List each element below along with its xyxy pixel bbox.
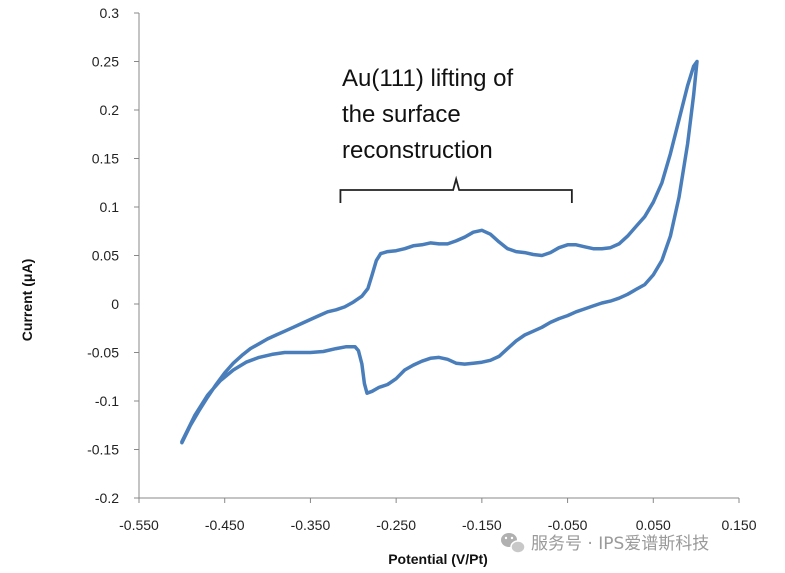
annotation-bracket: [339, 175, 573, 203]
x-tick-label: -0.350: [291, 517, 331, 533]
y-tick-label: -0.15: [87, 442, 119, 458]
cv-curve-line: [180, 59, 699, 445]
y-tick-label: 0.3: [100, 5, 120, 21]
annotation-line-1: Au(111) lifting of: [342, 65, 514, 92]
y-tick-label: -0.05: [87, 345, 119, 361]
watermark-text: 服务号 · IPS爱谱斯科技: [531, 534, 709, 554]
annotation-line-2: the surface: [342, 101, 461, 128]
y-ticks: 0.3 0.25 0.2 0.15 0.1 0.05 0 -0.05 -0.1 -0.15 -0.2: [87, 5, 139, 506]
x-axis-title: Potential (V/Pt): [388, 551, 488, 567]
x-tick-label: 0.050: [636, 517, 671, 533]
annotation: Au(111) lifting of the surface reconstru…: [339, 65, 573, 203]
y-tick-label: 0.05: [92, 248, 119, 264]
wechat-icon: [501, 533, 526, 554]
watermark: 服务号 · IPS爱谱斯科技: [501, 533, 709, 554]
annotation-line-3: reconstruction: [342, 137, 493, 164]
y-axis-title: Current (μA): [19, 259, 35, 341]
y-tick-label: 0.2: [100, 102, 120, 118]
y-tick-label: -0.1: [95, 393, 119, 409]
axes: 0.30.250.20.150.10.050-0.05-0.1-0.15-0.2…: [87, 5, 757, 533]
x-tick-label: -0.450: [205, 517, 245, 533]
x-tick-label: -0.250: [376, 517, 416, 533]
x-tick-label: 0.150: [721, 517, 756, 533]
y-tick-label: 0.25: [92, 54, 119, 70]
x-tick-label: -0.150: [462, 517, 502, 533]
x-tick-label: -0.050: [548, 517, 588, 533]
y-tick-label: 0: [111, 296, 119, 312]
y-tick-label: 0.1: [100, 199, 120, 215]
x-tick-label: -0.550: [119, 517, 159, 533]
y-tick-label: 0.15: [92, 151, 119, 167]
x-ticks: -0.550 -0.450 -0.350 -0.250 -0.150 -0.050 0.05…: [119, 498, 757, 533]
y-tick-label: -0.2: [95, 490, 119, 506]
